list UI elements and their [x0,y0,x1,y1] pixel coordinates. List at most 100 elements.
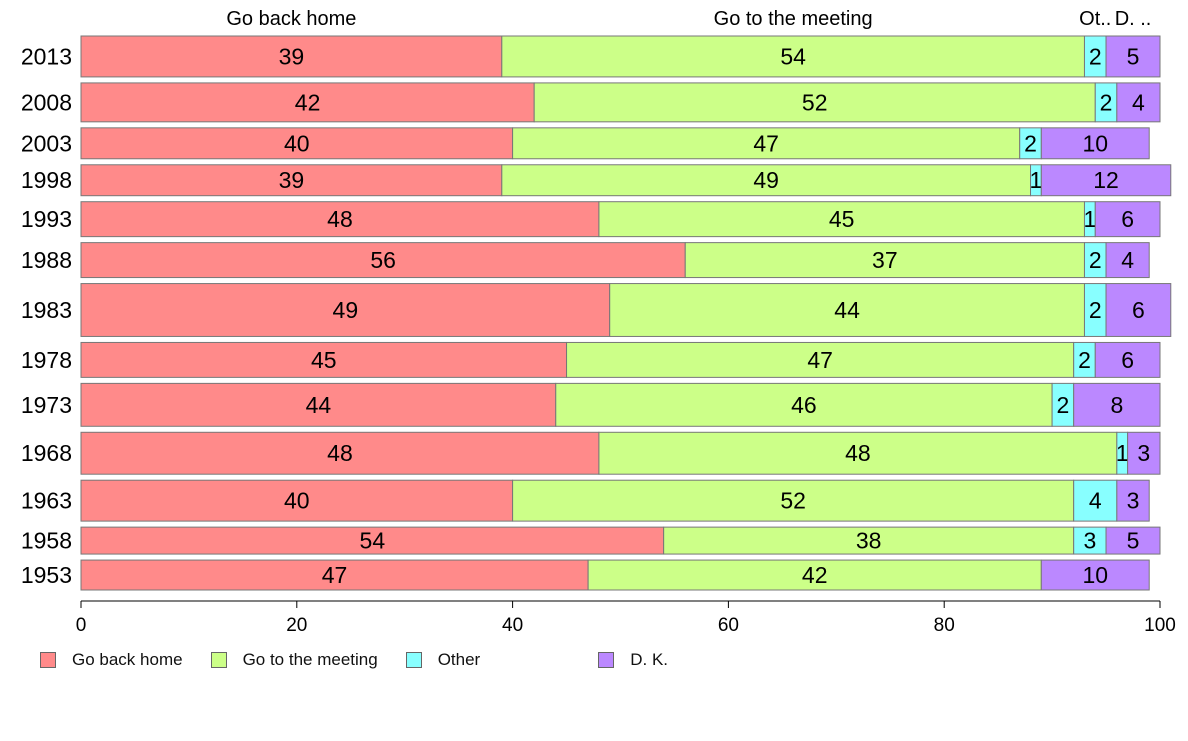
data-label-go-to-the-meeting-2013: 54 [780,43,806,69]
data-label-go-back-home-1978: 45 [311,347,337,373]
data-label-other-1958: 3 [1083,528,1096,554]
data-label-go-to-the-meeting-1988: 37 [872,247,898,273]
top-label-go-back-home: Go back home [226,8,356,30]
legend-label-other: Other [437,650,481,669]
bar-go-back-home-1973 [80,382,557,427]
data-label-go-back-home-1988: 56 [370,247,396,273]
data-label-d-k-1953: 10 [1082,562,1108,588]
data-label-go-back-home-1983: 49 [333,297,359,323]
data-label-other-1973: 2 [1056,392,1069,418]
data-label-other-1988: 2 [1089,247,1102,273]
bar-go-to-the-meeting-1958 [663,526,1075,555]
data-label-d-k-1983: 6 [1132,297,1145,323]
data-label-go-to-the-meeting-1953: 42 [802,562,828,588]
bar-go-to-the-meeting-2013 [501,35,1085,78]
category-label-1963: 1963 [21,488,72,514]
data-label-other-2003: 2 [1024,130,1037,156]
bar-d-k-1988 [1105,242,1150,279]
x-tick-label-40: 40 [502,615,523,636]
legend-swatch-dk [598,652,615,668]
data-label-other-1963: 4 [1089,488,1102,514]
legend-swatch-other [405,652,422,668]
bar-go-back-home-1953 [80,559,589,591]
x-tick-label-100: 100 [1144,615,1176,636]
legend-item-dk: D. K. [598,650,668,670]
bar-go-back-home-1993 [80,201,600,238]
data-label-other-2013: 2 [1089,43,1102,69]
data-label-go-back-home-1958: 54 [360,528,386,554]
bar-go-back-home-1978 [80,341,568,378]
data-label-go-back-home-2003: 40 [284,130,310,156]
bar-go-to-the-meeting-2008 [533,82,1096,123]
data-label-other-1978: 2 [1078,347,1091,373]
category-label-1983: 1983 [21,297,72,323]
legend-item-other: Other [405,650,481,670]
bar-go-back-home-2013 [80,35,503,78]
bar-go-to-the-meeting-1998 [501,164,1032,197]
bar-go-to-the-meeting-1963 [512,479,1075,522]
bar-go-back-home-1988 [80,242,686,279]
data-label-go-back-home-2013: 39 [279,43,305,69]
data-label-d-k-2008: 4 [1132,89,1145,115]
bar-go-back-home-2008 [80,82,535,123]
data-label-go-back-home-1993: 48 [327,206,353,232]
x-tick-label-80: 80 [934,615,955,636]
top-label-go-to-the-meeting: Go to the meeting [714,8,873,30]
data-label-d-k-1968: 3 [1137,440,1150,466]
data-label-go-to-the-meeting-1978: 47 [807,347,833,373]
data-label-go-back-home-1968: 48 [327,440,353,466]
bar-go-to-the-meeting-2003 [512,127,1021,160]
bar-go-back-home-1998 [80,164,503,197]
bar-d-k-1993 [1094,201,1161,238]
data-label-go-to-the-meeting-1958: 38 [856,528,882,554]
bar-d-k-1958 [1105,526,1161,555]
data-label-go-back-home-1963: 40 [284,488,310,514]
data-label-other-1983: 2 [1089,297,1102,323]
data-label-other-1998: 1 [1030,167,1043,193]
bar-d-k-1953 [1040,559,1150,591]
data-label-go-to-the-meeting-1993: 45 [829,206,855,232]
data-label-go-back-home-1953: 47 [322,562,348,588]
bar-go-to-the-meeting-1968 [598,431,1118,475]
category-label-1993: 1993 [21,206,72,232]
data-label-go-to-the-meeting-2003: 47 [753,130,779,156]
bar-d-k-1968 [1127,431,1161,475]
bar-d-k-1963 [1116,479,1150,522]
category-label-1988: 1988 [21,247,72,273]
bar-d-k-2003 [1040,127,1150,160]
bar-d-k-2013 [1105,35,1161,78]
data-label-d-k-1973: 8 [1110,392,1123,418]
data-label-go-to-the-meeting-1983: 44 [834,297,860,323]
data-label-go-to-the-meeting-1963: 52 [780,488,806,514]
category-label-1998: 1998 [21,167,72,193]
bar-d-k-1973 [1073,382,1161,427]
legend-label-go-to-the-meeting: Go to the meeting [242,650,378,669]
data-label-go-to-the-meeting-1973: 46 [791,392,817,418]
bar-go-back-home-1983 [80,283,611,337]
data-label-d-k-1978: 6 [1121,347,1134,373]
bar-d-k-1998 [1040,164,1172,197]
data-label-other-1993: 1 [1083,206,1096,232]
data-label-d-k-2013: 5 [1127,43,1140,69]
bar-go-back-home-2003 [80,127,514,160]
bar-d-k-1978 [1094,341,1161,378]
legend-label-go-back-home: Go back home [72,650,183,669]
data-label-d-k-1993: 6 [1121,206,1134,232]
category-label-1968: 1968 [21,440,72,466]
category-label-2003: 2003 [21,130,72,156]
category-label-2008: 2008 [21,89,72,115]
legend-item-go-back-home: Go back home [40,650,183,670]
data-label-d-k-1958: 5 [1127,528,1140,554]
legend-item-go-to-the-meeting: Go to the meeting [210,650,378,670]
data-label-go-to-the-meeting-2008: 52 [802,89,828,115]
x-tick-label-60: 60 [718,615,739,636]
x-tick-label-20: 20 [286,615,307,636]
x-tick-label-0: 0 [76,615,87,636]
bar-go-to-the-meeting-1993 [598,201,1085,238]
data-label-go-to-the-meeting-1968: 48 [845,440,871,466]
bar-go-to-the-meeting-1973 [555,382,1053,427]
category-label-1978: 1978 [21,347,72,373]
top-label-d-k: D. .. [1115,8,1152,30]
